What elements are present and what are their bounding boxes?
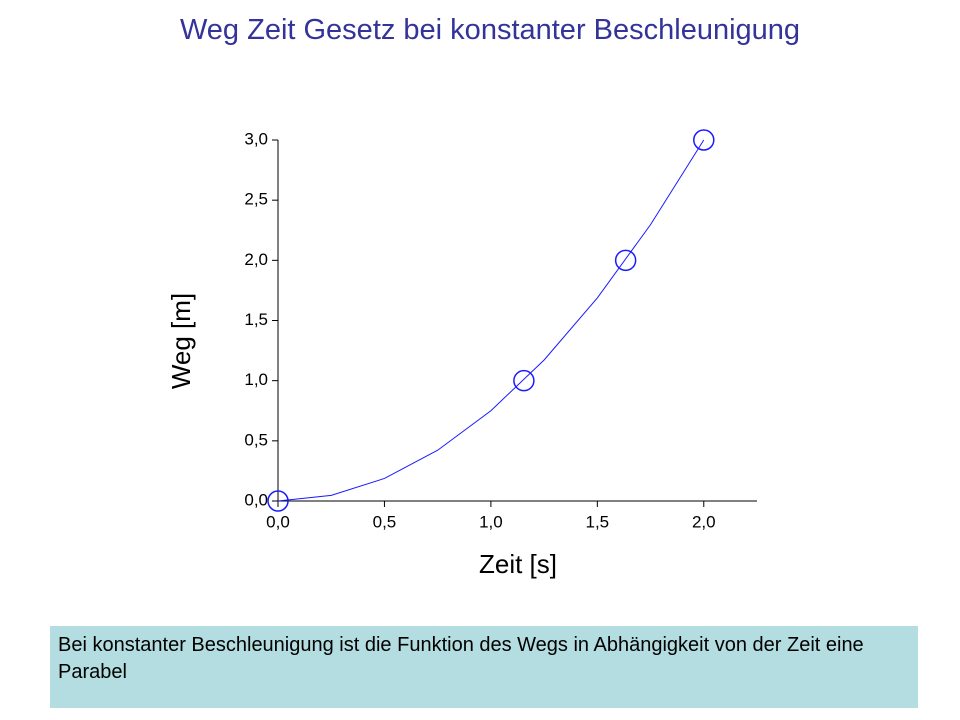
y-axis-label: Weg [m] (166, 293, 196, 389)
caption: Bei konstanter Beschleunigung ist die Fu… (50, 626, 918, 708)
y-tick-label: 2,5 (244, 190, 268, 209)
x-tick-label: 2,0 (692, 512, 716, 531)
x-tick-label: 0,0 (266, 512, 290, 531)
x-axis-label: Zeit [s] (479, 549, 557, 579)
y-tick-label: 0,0 (244, 490, 268, 509)
chart: Zeit [s] Weg [m] 0,0 0,5 1,0 1,5 2,0 0,0 0,5 1,… (166, 129, 757, 579)
y-tick-label: 3,0 (244, 129, 268, 148)
data-point (614, 249, 637, 272)
x-tick-label: 0,5 (373, 512, 397, 531)
data-point (267, 490, 289, 512)
x-tick-label: 1,0 (479, 512, 503, 531)
x-tick-label: 1,5 (586, 512, 610, 531)
fit-line (277, 139, 705, 502)
y-tick-label: 1,0 (244, 370, 268, 389)
y-tick-label: 2,0 (244, 250, 268, 269)
y-tick-label: 1,5 (244, 310, 268, 329)
y-tick-label: 0,5 (244, 430, 268, 449)
slide-title: Weg Zeit Gesetz bei konstanter Beschleun… (179, 14, 801, 46)
data-point (693, 129, 715, 151)
data-point (513, 369, 535, 392)
